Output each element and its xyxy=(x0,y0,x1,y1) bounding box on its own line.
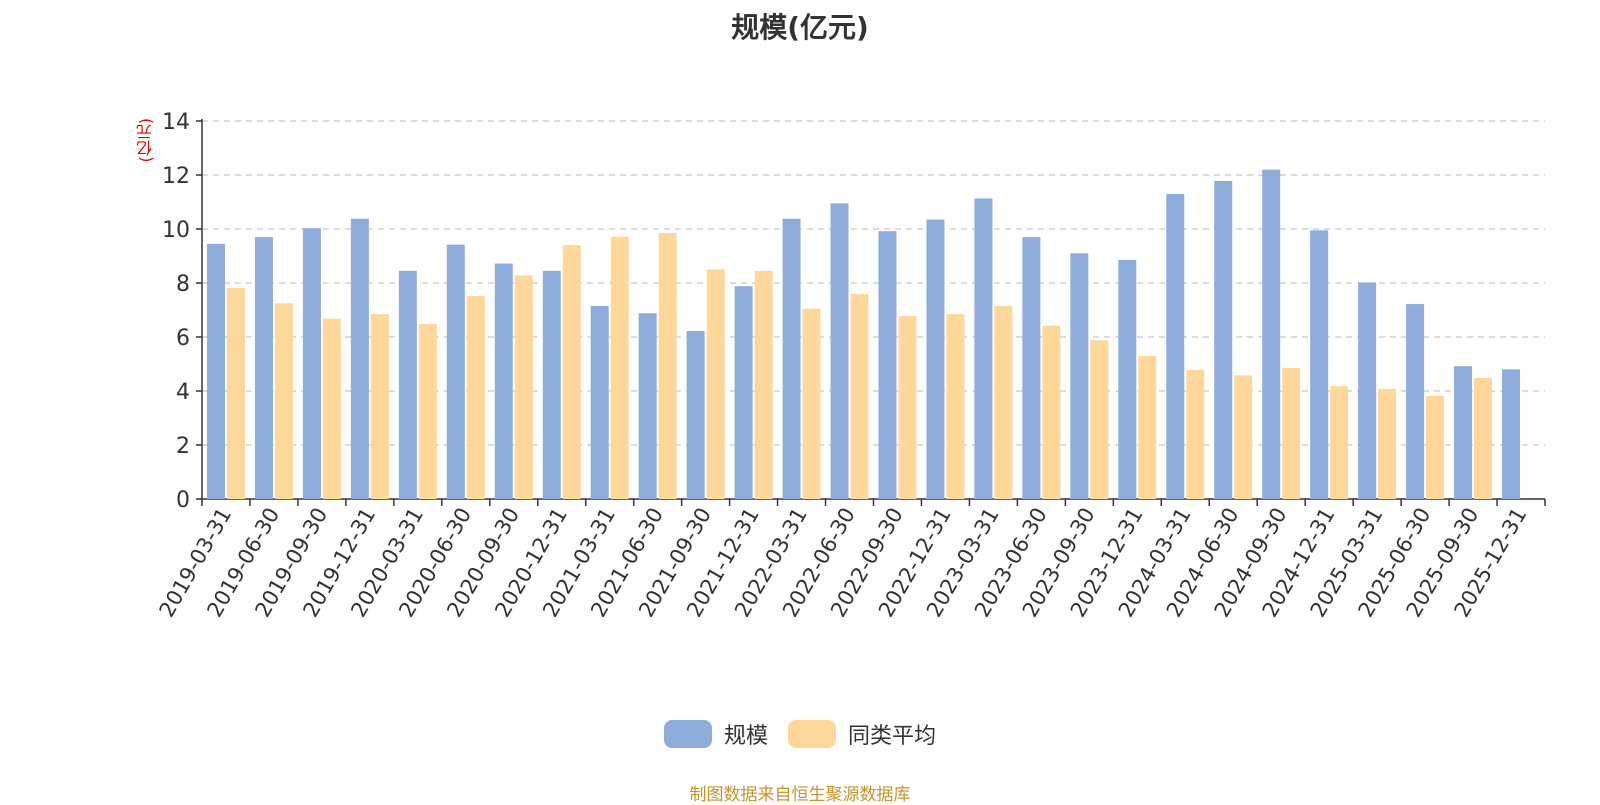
y-tick-label: 6 xyxy=(176,326,190,351)
bar-series-1-2022-06-30[interactable] xyxy=(830,203,849,499)
bar-series-1-2022-12-31[interactable] xyxy=(926,219,945,500)
bar-series-1-2021-06-30[interactable] xyxy=(638,313,657,499)
y-tick-label: 12 xyxy=(162,164,190,189)
source-footer: 制图数据来自恒生聚源数据库 xyxy=(689,785,911,805)
bar-series-2-2019-03-31[interactable] xyxy=(226,287,245,499)
bar-series-1-2020-06-30[interactable] xyxy=(446,244,465,499)
bar-series-2-2020-12-31[interactable] xyxy=(562,245,581,499)
bar-series-1-2024-06-30[interactable] xyxy=(1214,180,1233,499)
bar-series-2-2023-06-30[interactable] xyxy=(1042,325,1061,499)
bar-series-2-2024-09-30[interactable] xyxy=(1282,368,1301,499)
bar-series-2-2025-09-30[interactable] xyxy=(1474,378,1493,499)
bar-series-2-2022-09-30[interactable] xyxy=(898,315,917,499)
bar-series-2-2021-09-30[interactable] xyxy=(706,269,725,500)
bar-series-1-2022-03-31[interactable] xyxy=(782,218,801,500)
bar-series-1-2019-09-30[interactable] xyxy=(302,228,321,499)
bar-series-1-2025-12-31[interactable] xyxy=(1502,369,1521,499)
y-tick-label: 10 xyxy=(162,218,190,243)
bar-series-2-2024-12-31[interactable] xyxy=(1330,386,1349,499)
bar-series-2-2022-06-30[interactable] xyxy=(850,293,869,499)
legend-label-series-1: 规模 xyxy=(723,724,768,749)
bar-series-1-2020-12-31[interactable] xyxy=(542,270,561,499)
bar-series-2-2023-03-31[interactable] xyxy=(994,305,1013,499)
bar-series-1-2024-03-31[interactable] xyxy=(1166,193,1185,499)
bar-series-1-2025-09-30[interactable] xyxy=(1454,366,1473,499)
bar-series-1-2020-03-31[interactable] xyxy=(398,270,417,499)
bar-series-2-2022-03-31[interactable] xyxy=(802,308,821,499)
legend-item-series-1[interactable]: 规模 xyxy=(663,718,768,750)
bar-series-1-2021-09-30[interactable] xyxy=(686,331,705,499)
y-tick-label: 0 xyxy=(176,488,190,513)
bar-series-1-2021-03-31[interactable] xyxy=(590,305,609,499)
bar-series-1-2023-06-30[interactable] xyxy=(1022,237,1041,499)
legend-swatch-series-1 xyxy=(663,720,712,748)
bar-series-2-2023-12-31[interactable] xyxy=(1138,355,1157,499)
bar-series-2-2022-12-31[interactable] xyxy=(946,314,965,499)
bar-series-1-2019-06-30[interactable] xyxy=(254,237,273,499)
bar-series-2-2019-09-30[interactable] xyxy=(322,318,341,499)
bar-series-2-2021-06-30[interactable] xyxy=(658,233,677,500)
bar-series-1-2025-06-30[interactable] xyxy=(1406,304,1425,499)
bar-series-1-2023-12-31[interactable] xyxy=(1118,260,1137,499)
bar-series-2-2021-03-31[interactable] xyxy=(610,236,629,499)
bar-series-2-2020-03-31[interactable] xyxy=(418,324,437,499)
chart-title: 规模(亿元) xyxy=(731,11,869,44)
bar-series-1-2022-09-30[interactable] xyxy=(878,231,897,499)
bar-series-1-2024-09-30[interactable] xyxy=(1262,169,1281,499)
bar-series-2-2020-09-30[interactable] xyxy=(514,275,533,499)
y-tick-label: 4 xyxy=(176,380,190,405)
y-tick-label: 14 xyxy=(162,110,190,135)
y-tick-label: 2 xyxy=(176,434,190,459)
bar-series-2-2024-03-31[interactable] xyxy=(1186,369,1205,499)
bar-series-2-2019-06-30[interactable] xyxy=(274,303,293,499)
bar-series-2-2019-12-31[interactable] xyxy=(370,314,389,499)
bar-series-1-2023-09-30[interactable] xyxy=(1070,253,1089,499)
bar-series-1-2021-12-31[interactable] xyxy=(734,286,753,499)
bar-series-2-2021-12-31[interactable] xyxy=(754,270,773,499)
legend-swatch-series-2 xyxy=(788,720,836,748)
legend: 规模 同类平均 xyxy=(0,718,1600,750)
bar-series-1-2023-03-31[interactable] xyxy=(974,198,993,500)
legend-item-series-2[interactable]: 同类平均 xyxy=(788,718,936,750)
bar-series-2-2020-06-30[interactable] xyxy=(466,295,485,499)
bar-series-1-2019-12-31[interactable] xyxy=(350,218,369,500)
bar-series-1-2025-03-31[interactable] xyxy=(1358,282,1377,499)
bar-series-2-2025-03-31[interactable] xyxy=(1378,388,1397,499)
y-tick-label: 8 xyxy=(176,272,190,297)
bar-series-1-2020-09-30[interactable] xyxy=(494,263,513,499)
legend-label-series-2: 同类平均 xyxy=(848,724,937,749)
bar-series-2-2023-09-30[interactable] xyxy=(1090,340,1109,499)
bar-series-1-2019-03-31[interactable] xyxy=(206,243,225,499)
bars xyxy=(206,169,1521,500)
bar-series-2-2024-06-30[interactable] xyxy=(1234,375,1253,499)
bar-series-2-2025-06-30[interactable] xyxy=(1426,395,1445,499)
bar-series-1-2024-12-31[interactable] xyxy=(1310,230,1329,499)
